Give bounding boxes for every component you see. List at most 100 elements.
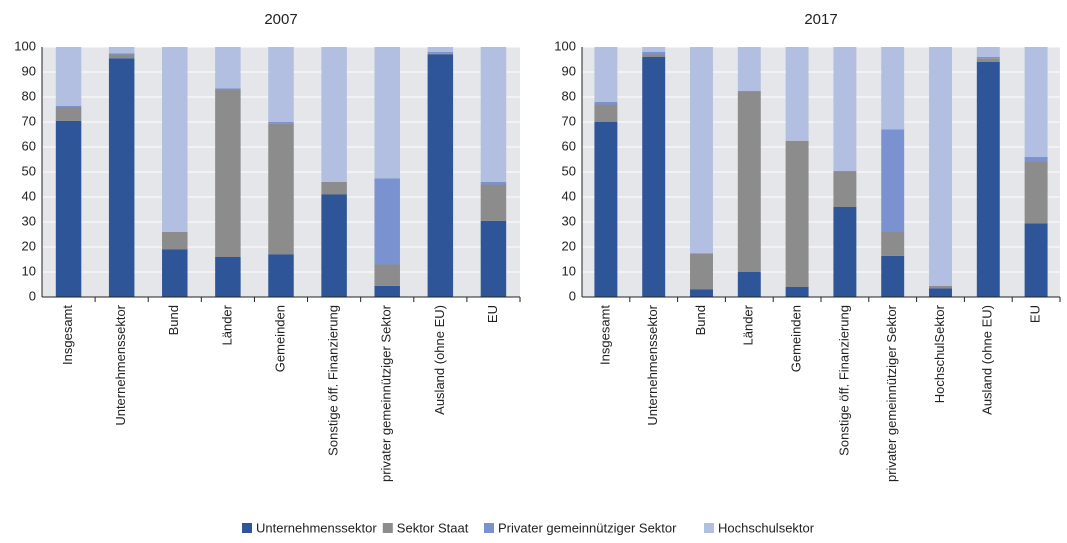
x-tick-label: EU bbox=[485, 305, 500, 323]
bar-segment bbox=[737, 47, 761, 91]
x-tick-label: Insgesamt bbox=[60, 305, 75, 365]
bar-segment bbox=[976, 47, 1000, 57]
bar-segment bbox=[833, 47, 857, 171]
bar-segment bbox=[976, 58, 1000, 62]
y-tick-label: 10 bbox=[22, 263, 36, 278]
bar-segment bbox=[268, 47, 294, 122]
bar-segment bbox=[480, 47, 507, 182]
legend-swatch bbox=[382, 523, 393, 533]
bar-segment bbox=[594, 102, 618, 105]
bar-segment bbox=[642, 54, 666, 57]
bar-segment bbox=[427, 52, 454, 54]
bar-segment bbox=[108, 58, 135, 297]
bar-segment bbox=[929, 288, 952, 297]
bar-segment bbox=[881, 129, 905, 232]
bar-segment bbox=[268, 122, 294, 124]
bar-segment bbox=[929, 285, 952, 289]
x-tick-label: Bund bbox=[693, 305, 708, 335]
bar-segment bbox=[642, 57, 666, 297]
x-tick-label: Sonstige öff. Finanzierung bbox=[326, 305, 341, 456]
bar-segment bbox=[642, 47, 666, 52]
bar-segment bbox=[162, 249, 188, 297]
x-tick-label: EU bbox=[1028, 305, 1043, 323]
y-tick-label: 40 bbox=[562, 188, 576, 203]
bar-segment bbox=[374, 178, 400, 265]
bar-segment bbox=[108, 53, 135, 55]
bar-segment bbox=[480, 182, 507, 185]
bar-segment bbox=[833, 172, 857, 207]
y-tick-label: 20 bbox=[22, 238, 36, 253]
bar-segment bbox=[427, 54, 454, 297]
y-tick-label: 80 bbox=[562, 88, 576, 103]
chart-title: 2007 bbox=[264, 11, 297, 28]
bar-segment bbox=[881, 47, 905, 130]
bar-segment bbox=[215, 88, 241, 90]
y-tick-label: 100 bbox=[554, 38, 576, 53]
y-tick-label: 0 bbox=[569, 288, 576, 303]
y-tick-label: 100 bbox=[14, 38, 36, 53]
bar-segment bbox=[480, 220, 507, 297]
x-tick-label: Ausland (ohne EU) bbox=[980, 305, 995, 415]
bar-segment bbox=[374, 47, 400, 179]
legend-label: Hochschulsektor bbox=[718, 520, 815, 535]
chart-title: 2017 bbox=[804, 11, 837, 28]
y-tick-label: 50 bbox=[22, 163, 36, 178]
bar-segment bbox=[642, 52, 666, 55]
bar-segment bbox=[55, 105, 82, 107]
bar-segment bbox=[1024, 47, 1048, 157]
legend-swatch bbox=[704, 523, 714, 533]
legend-label: Privater gemeinnütziger Sektor bbox=[498, 520, 677, 535]
bar-segment bbox=[1024, 162, 1048, 224]
y-tick-label: 50 bbox=[562, 163, 576, 178]
y-tick-label: 90 bbox=[22, 63, 36, 78]
bar-segment bbox=[321, 182, 347, 195]
bar-segment bbox=[480, 184, 507, 221]
x-tick-label: Gemeinden bbox=[789, 305, 804, 372]
x-tick-label: Unternehmenssektor bbox=[113, 304, 128, 425]
bar-segment bbox=[215, 47, 241, 89]
x-tick-label: privater gemeinnütziger Sektor bbox=[884, 304, 899, 482]
bar-segment bbox=[321, 194, 347, 297]
bar-segment bbox=[833, 170, 857, 172]
legend-label: Unternehmenssektor bbox=[256, 520, 377, 535]
y-tick-label: 70 bbox=[562, 113, 576, 128]
bar-segment bbox=[108, 47, 135, 54]
bar-segment bbox=[55, 107, 82, 121]
legend-swatch bbox=[242, 523, 252, 533]
bar-segment bbox=[976, 57, 1000, 59]
bar-segment bbox=[427, 47, 454, 52]
bar-segment bbox=[55, 120, 82, 297]
bar-segment bbox=[55, 47, 82, 106]
bar-segment bbox=[268, 254, 294, 297]
y-tick-label: 10 bbox=[562, 263, 576, 278]
bar-segment bbox=[108, 54, 135, 59]
legend-swatch bbox=[484, 523, 494, 533]
bar-segment bbox=[737, 92, 761, 272]
y-tick-label: 30 bbox=[22, 213, 36, 228]
bar-segment bbox=[785, 287, 809, 297]
bar-segment bbox=[785, 47, 809, 141]
bar-segment bbox=[594, 104, 618, 122]
bar-segment bbox=[594, 122, 618, 297]
x-tick-label: HochschulSektor bbox=[932, 304, 947, 403]
bar-segment bbox=[690, 253, 713, 290]
x-tick-label: Insgesamt bbox=[597, 305, 612, 365]
y-tick-label: 60 bbox=[22, 138, 36, 153]
y-tick-label: 70 bbox=[22, 113, 36, 128]
bar-segment bbox=[162, 47, 188, 232]
bar-segment bbox=[427, 53, 454, 55]
legend-label: Sektor Staat bbox=[397, 520, 469, 535]
bar-segment bbox=[594, 47, 618, 102]
y-tick-label: 20 bbox=[562, 238, 576, 253]
x-tick-label: Sonstige öff. Finanzierung bbox=[836, 305, 851, 456]
x-tick-label: Unternehmenssektor bbox=[645, 304, 660, 425]
bar-segment bbox=[690, 289, 713, 297]
bar-segment bbox=[881, 255, 905, 297]
bar-segment bbox=[881, 232, 905, 256]
bar-segment bbox=[690, 47, 713, 254]
bar-segment bbox=[321, 47, 347, 182]
bar-segment bbox=[162, 232, 188, 250]
y-tick-label: 90 bbox=[562, 63, 576, 78]
bar-segment bbox=[785, 140, 809, 287]
x-tick-label: Gemeinden bbox=[272, 305, 287, 372]
